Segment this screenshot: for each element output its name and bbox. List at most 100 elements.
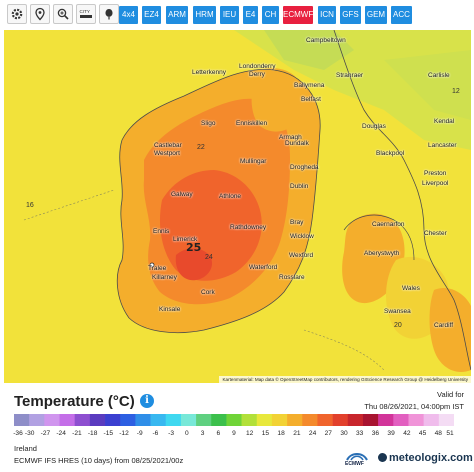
- color-scale-tick-label: 45: [418, 430, 427, 437]
- color-scale-tick-label: -24: [56, 430, 66, 437]
- color-scale-segment: [302, 414, 318, 426]
- color-scale-segment: [408, 414, 424, 426]
- place-label: Caernarfon: [372, 221, 405, 228]
- ecmwf-logo: ECMWF: [345, 448, 371, 468]
- color-scale-tick-label: 15: [261, 430, 270, 437]
- place-label: Sligo: [201, 120, 216, 127]
- color-scale-segment: [165, 414, 182, 426]
- color-scale-segment: [287, 414, 303, 426]
- color-scale-segment: [196, 414, 212, 426]
- color-scale-tick-label: -27: [40, 430, 51, 437]
- place-label: Tralee: [148, 265, 167, 272]
- isotherm-label: 12: [452, 88, 460, 95]
- color-scale-segment: [89, 414, 106, 426]
- place-label: Rathdowney: [230, 224, 267, 231]
- place-label: Castlebar: [154, 142, 182, 149]
- color-scale-tick-label: -6: [152, 430, 159, 437]
- color-scale-tick-label: -15: [103, 430, 114, 437]
- color-scale-tick-label: -21: [72, 430, 82, 437]
- place-label: Wales: [402, 285, 420, 292]
- color-scale-segment: [241, 414, 258, 426]
- color-scale-segment: [120, 414, 136, 426]
- place-label: Douglas: [362, 123, 386, 130]
- model-button-icn[interactable]: ICN: [318, 6, 336, 24]
- place-label: Dundalk: [285, 140, 309, 147]
- place-label: Liverpool: [422, 180, 449, 187]
- color-scale-tick-label: 51: [446, 430, 454, 437]
- place-label: Rosslare: [279, 274, 305, 281]
- color-scale-segment: [423, 414, 440, 426]
- model-button-ez4[interactable]: EZ4: [142, 6, 161, 24]
- place-label: Kinsale: [159, 306, 181, 313]
- model-button-gfs[interactable]: GFS: [340, 6, 361, 24]
- color-scale-segment: [105, 414, 121, 426]
- color-scale-tick-label: -18: [87, 430, 98, 437]
- place-label: Chester: [424, 230, 447, 237]
- color-scale-segment: [135, 414, 151, 426]
- place-label: Armagh: [279, 134, 302, 141]
- color-scale-tick-label: -36: [13, 430, 23, 437]
- place-label: Cork: [201, 289, 215, 296]
- color-scale-tick-label: 42: [403, 430, 411, 437]
- zoom-icon[interactable]: [53, 4, 73, 24]
- color-scale-tick-label: 18: [277, 430, 285, 437]
- color-scale-tick-label: 6: [216, 430, 221, 437]
- model-button-e4[interactable]: E4: [243, 6, 258, 24]
- model-button-4x4[interactable]: 4x4: [119, 6, 138, 24]
- model-button-ieu[interactable]: IEU: [220, 6, 239, 24]
- model-run-info: ECMWF IFS HRES (10 days) from 08/25/2021…: [14, 456, 184, 465]
- place-label: Killarney: [152, 274, 177, 281]
- model-button-arm[interactable]: ARM: [166, 6, 188, 24]
- isotherm-label: 16: [26, 202, 34, 209]
- map-toolbar: CITY 4x4 EZ4 ARM HRM IEU E4 CH ECMWF ICN…: [0, 0, 474, 30]
- isotherm-label: 20: [394, 322, 402, 329]
- map-attribution: Kartenmaterial: Map data © OpenStreetMap…: [219, 376, 471, 383]
- place-label: Stranraer: [336, 72, 364, 79]
- model-button-ch[interactable]: CH: [262, 6, 279, 24]
- place-label: Kendal: [434, 118, 455, 125]
- color-scale-bar: [14, 414, 454, 426]
- color-scale-tick-label: 24: [308, 430, 317, 437]
- temperature-color-scale: [14, 414, 454, 426]
- color-scale-tick-label: 27: [324, 430, 332, 437]
- region-name: Ireland: [14, 444, 37, 453]
- model-button-ecmwf[interactable]: ECMWF: [283, 6, 313, 24]
- place-label: Enniskillen: [236, 120, 268, 127]
- color-scale-tick-label: 36: [371, 430, 380, 437]
- color-scale-segment: [14, 414, 30, 426]
- color-scale-segment: [271, 414, 288, 426]
- settings-gear-icon[interactable]: [7, 4, 27, 24]
- place-label: Dublin: [290, 183, 309, 190]
- map-canvas: [4, 30, 471, 383]
- color-scale-segment: [332, 414, 349, 426]
- color-scale-segment: [347, 414, 364, 426]
- place-label: Derry: [249, 71, 265, 78]
- temperature-marker-value: 25: [186, 241, 202, 254]
- place-label: Preston: [424, 170, 447, 177]
- color-scale-tick-label: 39: [387, 430, 395, 437]
- meteologix-logo-icon: [378, 453, 387, 462]
- place-label: Bray: [290, 219, 304, 226]
- info-icon[interactable]: i: [140, 394, 154, 408]
- place-label: Waterford: [249, 264, 278, 271]
- place-label: Lancaster: [428, 142, 457, 149]
- legend-title: Temperature (°C): [14, 393, 135, 410]
- color-scale-segment: [256, 414, 273, 426]
- color-scale-segment: [393, 414, 409, 426]
- model-button-acc[interactable]: ACC: [391, 6, 412, 24]
- meteologix-brand[interactable]: meteologix.com: [378, 452, 473, 464]
- color-scale-tick-label: -30: [24, 430, 35, 437]
- temperature-map[interactable]: Londonderry Letterkenny Derry Ballymena …: [4, 30, 471, 383]
- location-pin-icon[interactable]: [30, 4, 50, 24]
- model-button-gem[interactable]: GEM: [365, 6, 387, 24]
- color-scale-segment: [211, 414, 227, 426]
- color-scale-tick-label: -3: [168, 430, 175, 437]
- place-label: Cardiff: [434, 322, 454, 329]
- color-scale-tick-label: 33: [356, 430, 364, 437]
- dot-layer-icon[interactable]: [99, 4, 119, 24]
- place-label: Wicklow: [290, 233, 314, 240]
- valid-time: Thu 08/26/2021, 04:00pm IST: [364, 402, 464, 411]
- city-labels-icon[interactable]: CITY: [76, 4, 96, 24]
- model-button-hrm[interactable]: HRM: [193, 6, 216, 24]
- color-scale-tick-label: 48: [434, 430, 442, 437]
